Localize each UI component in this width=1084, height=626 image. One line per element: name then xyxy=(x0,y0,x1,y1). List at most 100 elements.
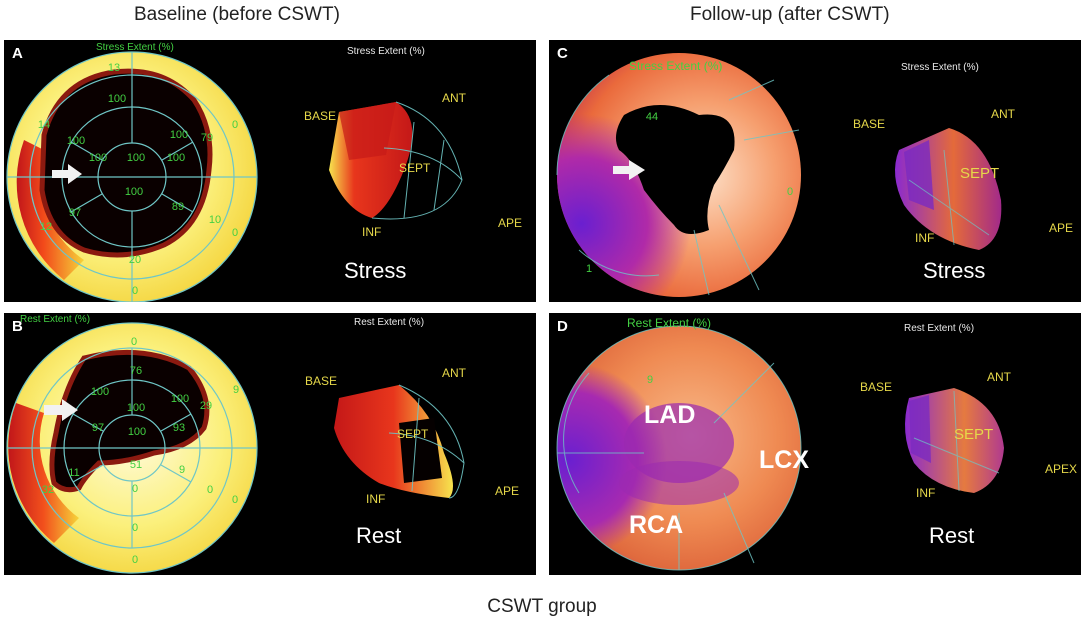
orientation-label: INF xyxy=(366,492,385,506)
segment-value: 20 xyxy=(129,254,141,266)
orientation-label: BASE xyxy=(860,380,892,394)
bullseye-grid xyxy=(556,325,802,571)
segment-value: 44 xyxy=(646,111,658,123)
bullseye-grid xyxy=(6,51,258,302)
panel-c: 44 0 1 Stress Extent (%) Stress Extent (… xyxy=(549,40,1081,302)
view-title: Rest Extent (%) xyxy=(904,323,974,334)
segment-value: 76 xyxy=(130,365,142,377)
territory-label: LAD xyxy=(644,401,695,429)
bullseye-map: LAD LCX RCA 9 Rest Extent (%) xyxy=(556,316,809,571)
segment-value: 9 xyxy=(179,464,185,476)
bullseye-grid xyxy=(556,74,800,296)
segment-value: 0 xyxy=(207,484,213,496)
orientation-label: BASE xyxy=(853,117,885,131)
orientation-label: APE xyxy=(498,216,522,230)
bullseye-grid xyxy=(6,322,258,574)
orientation-label: INF xyxy=(362,225,381,239)
segment-value: 100 xyxy=(67,135,85,147)
segment-value: 0 xyxy=(232,119,238,131)
segment-value: 0 xyxy=(232,227,238,239)
panel-c-graphic: 44 0 1 Stress Extent (%) Stress Extent (… xyxy=(556,53,1073,297)
map-title: Rest Extent (%) xyxy=(627,316,711,330)
segment-value: 10 xyxy=(209,214,221,226)
arrow-marker xyxy=(44,399,78,421)
orientation-label: INF xyxy=(915,231,934,245)
orientation-label: ANT xyxy=(987,370,1012,384)
arrow-marker xyxy=(613,160,645,180)
segment-value: 14 xyxy=(38,119,50,131)
panel-d-graphic: LAD LCX RCA 9 Rest Extent (%) Rest Exten… xyxy=(556,316,1077,571)
segment-value: 13 xyxy=(108,62,120,74)
panel-d: LAD LCX RCA 9 Rest Extent (%) Rest Exten… xyxy=(549,313,1081,575)
orientation-label: ANT xyxy=(442,366,467,380)
segment-value: 100 xyxy=(171,393,189,405)
segment-value: 100 xyxy=(170,129,188,141)
panel-b-graphic: 0 76 100 100 29 9 100 97 100 93 32 11 51… xyxy=(6,314,519,574)
segment-value: 93 xyxy=(173,422,185,434)
segment-value: 100 xyxy=(125,186,143,198)
segment-value: 100 xyxy=(128,426,146,438)
3d-view: Stress Extent (%) BASE ANT SEPT APE INF xyxy=(853,62,1073,250)
map-title: Stress Extent (%) xyxy=(629,59,722,73)
orientation-label: SEPT xyxy=(397,427,429,441)
segment-value: 32 xyxy=(42,484,54,496)
view-title: Rest Extent (%) xyxy=(354,317,424,328)
panel-letter: B xyxy=(12,318,23,335)
segment-value: 0 xyxy=(132,522,138,534)
3d-view: Rest Extent (%) BASE ANT SEPT APEX INF xyxy=(860,323,1077,500)
panel-b: 0 76 100 100 29 9 100 97 100 93 32 11 51… xyxy=(4,313,536,575)
arrow-marker xyxy=(52,164,82,184)
segment-value: 100 xyxy=(91,386,109,398)
segment-value: 9 xyxy=(647,374,653,386)
3d-view: Stress Extent (%) BASE ANT SEPT APE INF xyxy=(304,46,522,239)
map-title: Rest Extent (%) xyxy=(20,314,90,325)
orientation-label: APE xyxy=(1049,221,1073,235)
segment-value: 100 xyxy=(127,402,145,414)
3d-view: Rest Extent (%) BASE ANT SEPT APE INF xyxy=(305,317,519,506)
orientation-label: ANT xyxy=(991,107,1016,121)
condition-caption: Rest xyxy=(929,523,975,548)
bullseye-map: 13 14 79 0 100 100 100 100 100 100 100 9… xyxy=(6,42,258,302)
orientation-label: ANT xyxy=(442,91,467,105)
orientation-label: SEPT xyxy=(399,161,431,175)
segment-value: 89 xyxy=(172,201,184,213)
orientation-label: SEPT xyxy=(960,165,999,182)
segment-value: 100 xyxy=(108,93,126,105)
orientation-label: APE xyxy=(495,484,519,498)
followup-header: Follow-up (after CSWT) xyxy=(690,4,890,25)
baseline-header: Baseline (before CSWT) xyxy=(134,4,340,25)
segment-value: 9 xyxy=(233,384,239,396)
figure-footer: CSWT group xyxy=(487,596,597,617)
territory-label: RCA xyxy=(629,511,683,539)
segment-value: 97 xyxy=(92,422,104,434)
orientation-label: INF xyxy=(916,486,935,500)
territory-label: LCX xyxy=(759,446,809,474)
segment-value: 1 xyxy=(586,263,592,275)
bullseye-map: 0 76 100 100 29 9 100 97 100 93 32 11 51… xyxy=(6,314,258,574)
segment-value: 0 xyxy=(132,285,138,297)
panel-letter: A xyxy=(12,45,23,62)
orientation-label: BASE xyxy=(304,109,336,123)
segment-value: 11 xyxy=(68,467,79,479)
panel-letter: C xyxy=(557,45,568,62)
segment-value: 0 xyxy=(132,554,138,566)
condition-caption: Rest xyxy=(356,523,402,548)
orientation-label: SEPT xyxy=(954,426,993,443)
panel-a-graphic: 13 14 79 0 100 100 100 100 100 100 100 9… xyxy=(6,42,522,302)
panel-a: 13 14 79 0 100 100 100 100 100 100 100 9… xyxy=(4,40,536,302)
condition-caption: Stress xyxy=(923,258,986,283)
map-title: Stress Extent (%) xyxy=(96,42,174,53)
segment-value: 0 xyxy=(131,336,137,348)
segment-value: 0 xyxy=(787,186,793,198)
segment-value: 100 xyxy=(89,152,107,164)
segment-value: 100 xyxy=(167,152,185,164)
segment-value: 12 xyxy=(40,221,52,233)
segment-value: 79 xyxy=(201,132,213,144)
bullseye-map: 44 0 1 Stress Extent (%) xyxy=(556,53,801,297)
panel-letter: D xyxy=(557,318,568,335)
segment-value: 0 xyxy=(132,483,138,495)
segment-value: 97 xyxy=(69,207,81,219)
orientation-label: BASE xyxy=(305,374,337,388)
segment-value: 51 xyxy=(130,459,142,471)
view-title: Stress Extent (%) xyxy=(901,62,979,73)
